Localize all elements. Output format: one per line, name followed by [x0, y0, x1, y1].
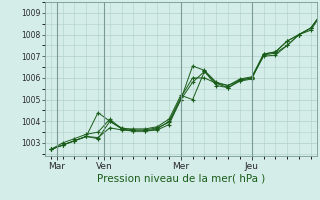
X-axis label: Pression niveau de la mer( hPa ): Pression niveau de la mer( hPa ): [97, 173, 265, 183]
